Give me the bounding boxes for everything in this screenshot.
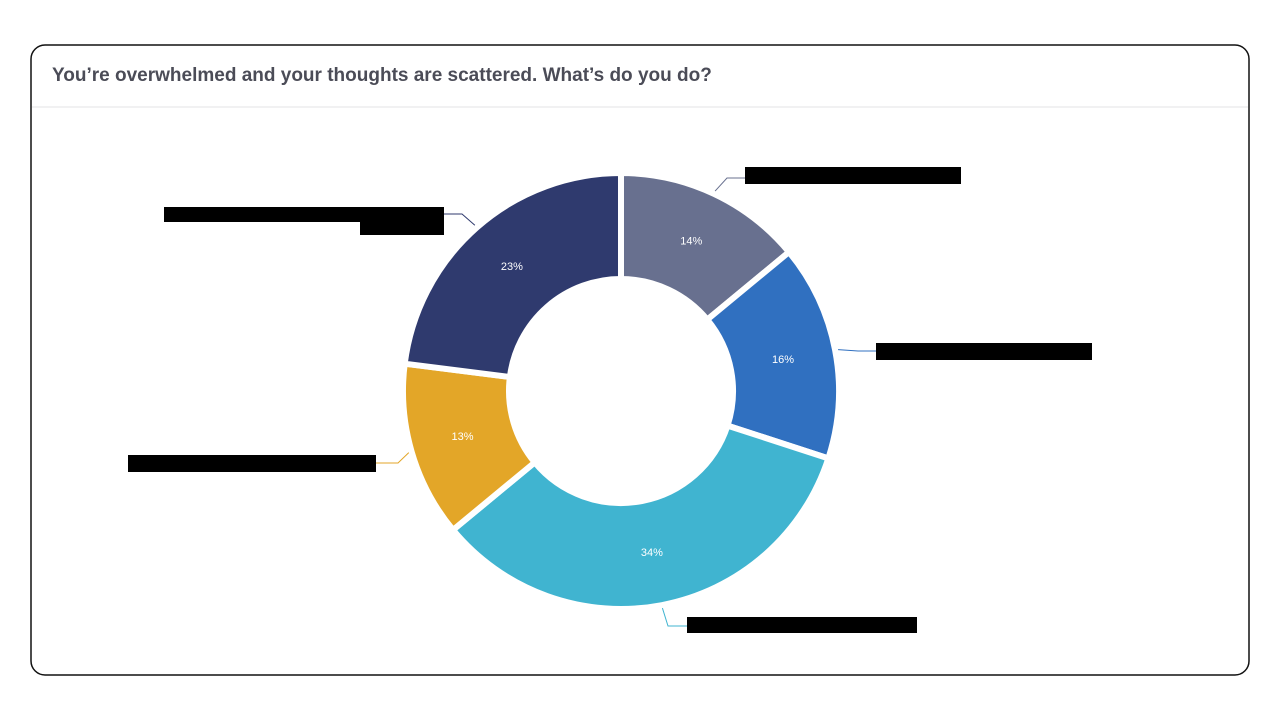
leader-line [444,213,476,226]
redacted-label [745,167,961,184]
redacted-label [164,207,444,222]
redactions [128,167,1092,633]
redacted-label [128,455,376,472]
slice [401,169,624,381]
redacted-label [687,617,917,633]
card [30,44,1250,676]
value-label: 23% [501,261,523,273]
slice [703,247,842,463]
redacted-label [876,343,1092,360]
redacted-label [360,221,444,235]
value-label: 34% [641,547,663,559]
value-label: 16% [772,354,794,366]
value-label: 13% [452,431,474,443]
leader-line [661,607,687,627]
leader-line [376,452,410,464]
value-label: 14% [680,236,702,248]
chart-title: You’re overwhelmed and your thoughts are… [52,65,712,86]
leader-line [838,349,876,352]
slice [448,421,833,612]
leader-line [714,177,745,192]
